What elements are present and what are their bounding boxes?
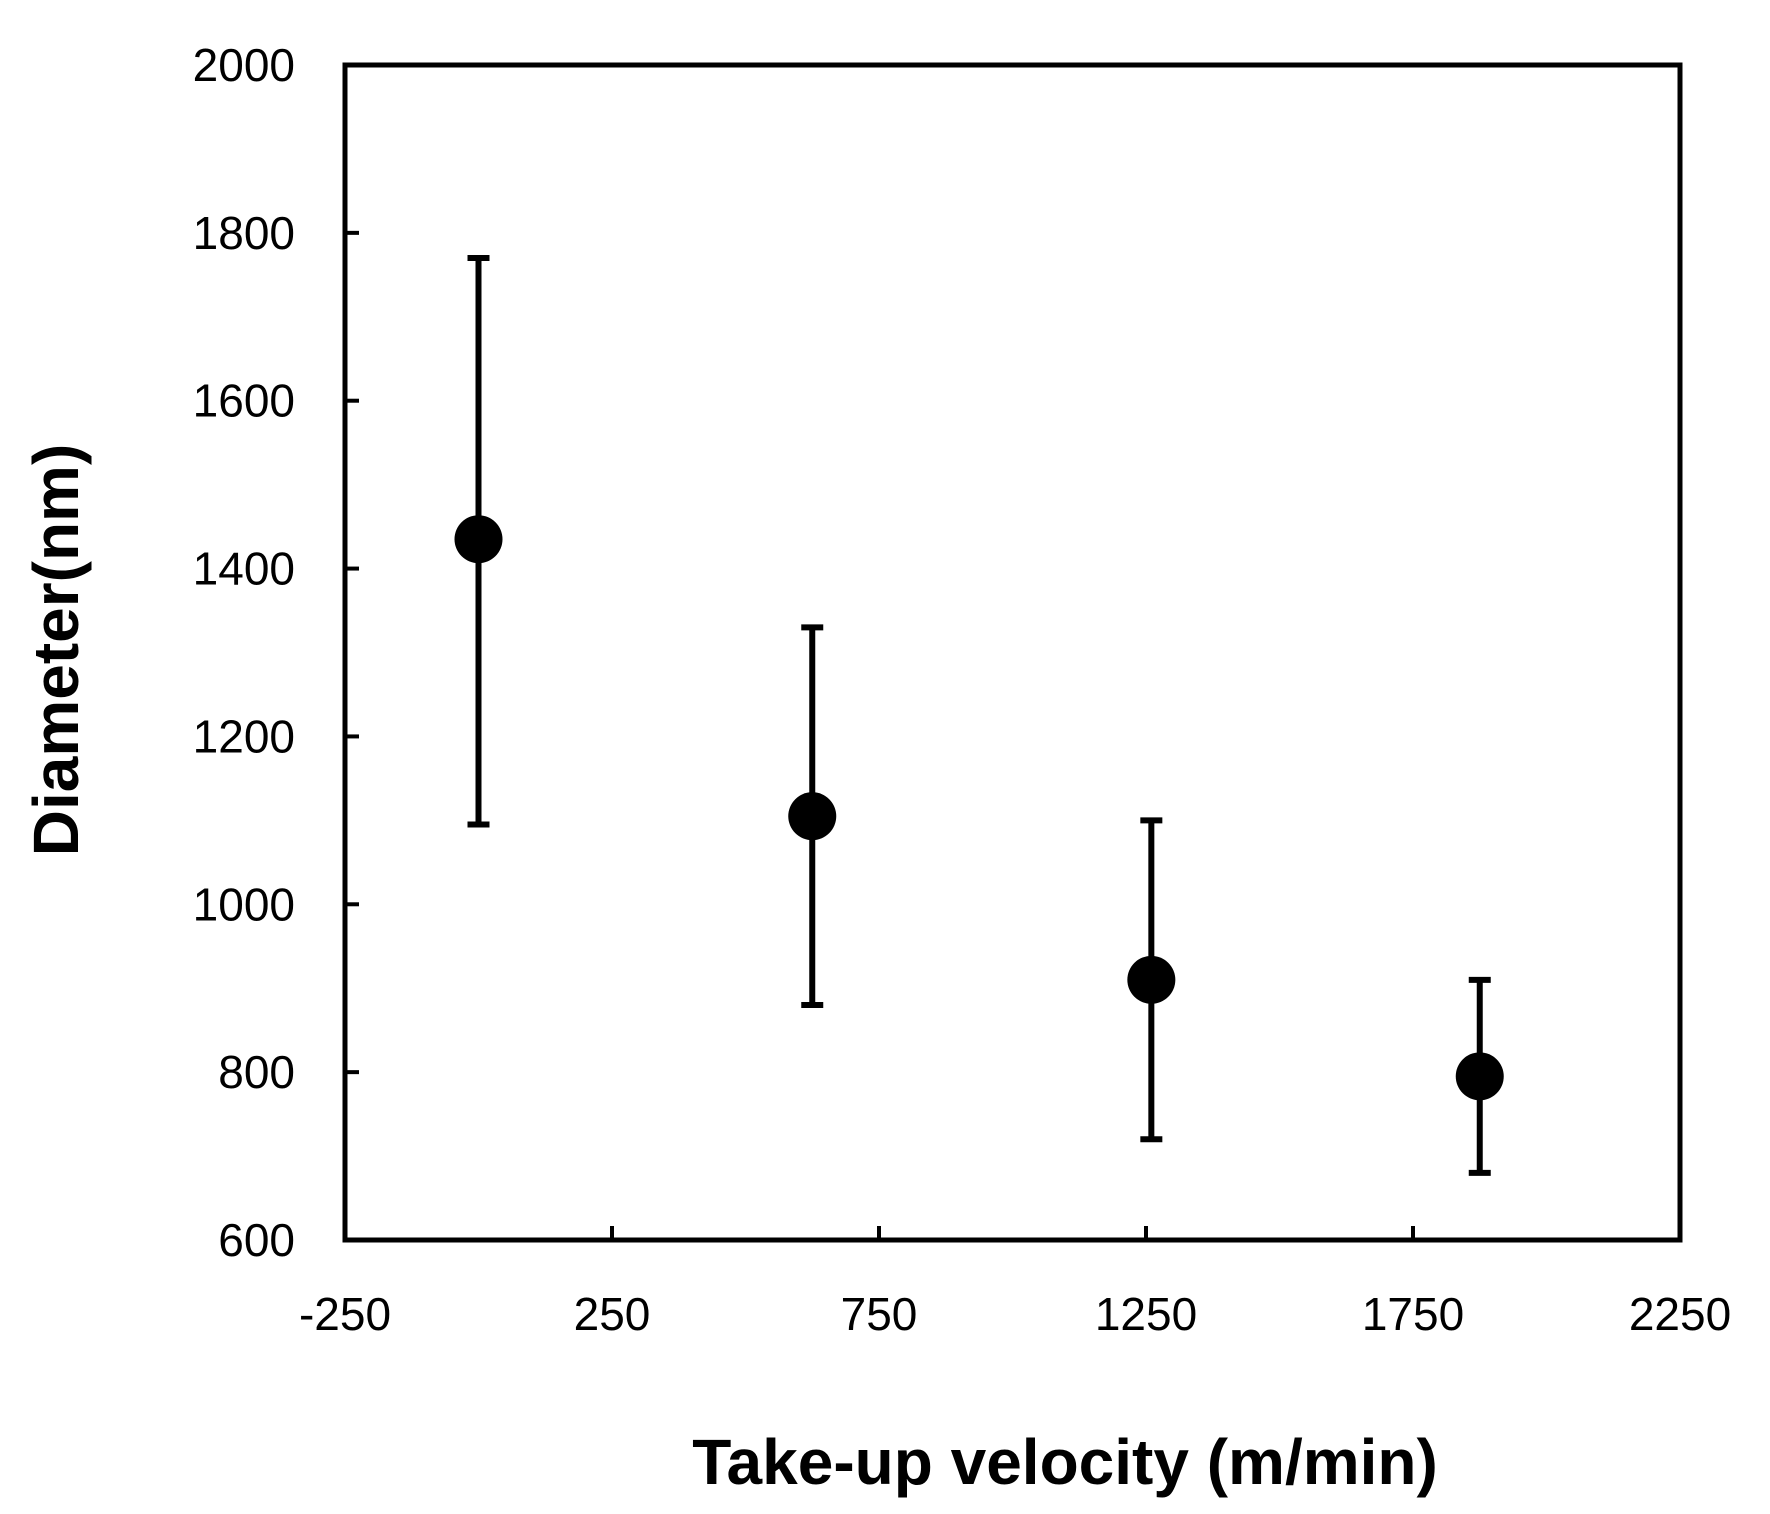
x-tick-label: 1250 [1095, 1288, 1197, 1340]
data-point [454, 515, 503, 564]
data-point [1455, 1052, 1504, 1101]
x-tick-label: 250 [574, 1288, 651, 1340]
data-point-group [454, 255, 503, 828]
y-tick-label: 1400 [193, 543, 295, 595]
x-tick-label: 2250 [1629, 1288, 1731, 1340]
data-point [1127, 955, 1176, 1004]
y-tick-label: 1200 [193, 710, 295, 762]
x-tick-label: -250 [299, 1288, 391, 1340]
data-point [788, 792, 837, 841]
x-axis-title: Take-up velocity (m/min) [692, 1426, 1438, 1498]
data-point-group [1455, 976, 1504, 1176]
y-tick-label: 2000 [193, 39, 295, 91]
x-tick-label: 750 [841, 1288, 918, 1340]
x-tick-label: 1750 [1362, 1288, 1464, 1340]
y-tick-label: 600 [218, 1214, 295, 1266]
plot-frame [342, 62, 1683, 1243]
y-axis-title: Diameter(nm) [20, 444, 92, 857]
y-tick-label: 800 [218, 1046, 295, 1098]
data-series [454, 255, 1504, 1176]
y-tick-label: 1600 [193, 375, 295, 427]
data-point-group [1127, 817, 1176, 1143]
y-tick-label: 1800 [193, 207, 295, 259]
y-axis: 600 800 1000 1200 1400 1600 1800 2000 [193, 39, 359, 1266]
x-axis: -250 250 750 1250 1750 2250 [299, 1226, 1731, 1340]
y-tick-label: 1000 [193, 878, 295, 930]
data-point-group [788, 624, 837, 1008]
